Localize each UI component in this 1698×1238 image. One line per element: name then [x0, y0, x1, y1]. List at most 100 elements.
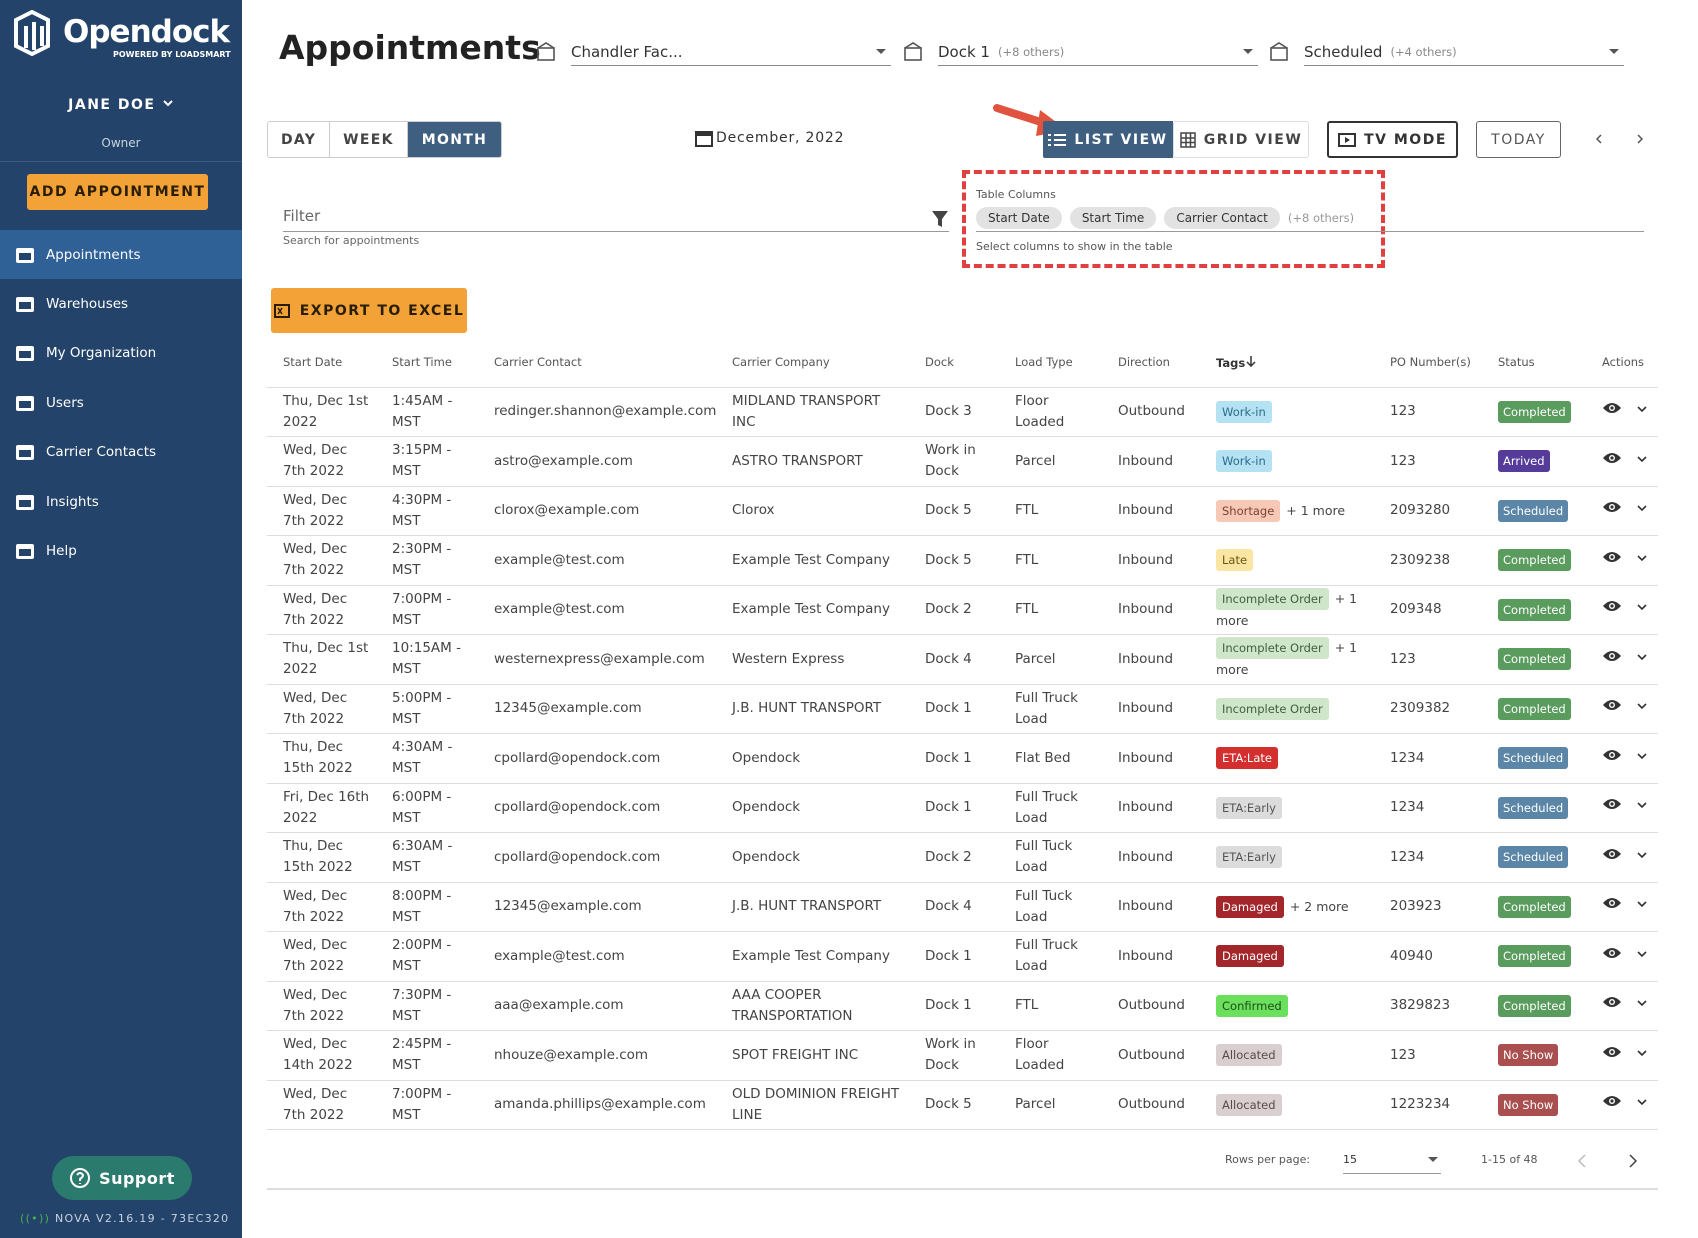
- table-row[interactable]: Thu, Dec 15th 2022 6:30AM - MST cpollard@o…: [267, 832, 1658, 883]
- cell: example@test.com: [478, 585, 716, 635]
- cell: Inbound: [1102, 634, 1200, 685]
- cell: 4:30PM - MST: [376, 486, 478, 536]
- cell: redinger.shannon@example.com: [478, 387, 716, 437]
- table-row[interactable]: Wed, Dec 7th 2022 2:00PM - MST example@tes…: [267, 931, 1658, 982]
- tag: Allocated: [1216, 1093, 1282, 1116]
- next-page[interactable]: [1626, 1153, 1640, 1169]
- cell: 7:00PM - MST: [376, 1080, 478, 1130]
- table-row[interactable]: Thu, Dec 15th 2022 4:30AM - MST cpollard@o…: [267, 733, 1658, 784]
- nav-item[interactable]: Help: [0, 526, 242, 575]
- tag: Shortage: [1216, 499, 1281, 522]
- table-row[interactable]: Wed, Dec 7th 2022 7:00PM - MST example@tes…: [267, 585, 1658, 635]
- filter-field[interactable]: Filter: [283, 206, 949, 232]
- cell: Western Express: [716, 634, 909, 685]
- table-row[interactable]: Wed, Dec 7th 2022 3:15PM - MST astro@examp…: [267, 436, 1658, 487]
- table-row[interactable]: Thu, Dec 1st 2022 1:45AM - MST redinger.sh…: [267, 387, 1658, 437]
- status: Scheduled: [1498, 747, 1569, 770]
- nav-item[interactable]: My Organization: [0, 329, 242, 378]
- prev-page[interactable]: [1575, 1153, 1589, 1169]
- tv-mode-button[interactable]: TV MODE: [1327, 121, 1458, 158]
- rows-per-page-value: 15: [1343, 1153, 1357, 1166]
- table-row[interactable]: Wed, Dec 7th 2022 7:00PM - MST amanda.phil…: [267, 1080, 1658, 1130]
- list-view-button[interactable]: LIST VIEW: [1043, 121, 1173, 158]
- add-appointment-button[interactable]: ADD APPOINTMENT: [27, 174, 208, 210]
- range-button[interactable]: DAY: [281, 131, 317, 148]
- cell: example@test.com: [478, 535, 716, 586]
- table-row[interactable]: Wed, Dec 7th 2022 8:00PM - MST 12345@examp…: [267, 882, 1658, 932]
- icon: [1637, 852, 1647, 858]
- po-number: 1234: [1374, 832, 1482, 883]
- column-header: Load Type: [999, 338, 1102, 388]
- tags-cell: Work-in: [1200, 436, 1374, 487]
- cell: Work in Dock: [909, 1030, 999, 1081]
- cell: Dock 5: [909, 1080, 999, 1130]
- columns-select[interactable]: Start Date Start Time Carrier Contact (+8 o…: [976, 204, 1644, 232]
- status-cell: Completed: [1482, 981, 1586, 1031]
- icon: [1637, 456, 1647, 462]
- table-body: Thu, Dec 1st 2022 1:45AM - MST redinger.sh…: [267, 387, 1658, 1130]
- table-row[interactable]: Wed, Dec 7th 2022 7:30PM - MST aaa@example…: [267, 981, 1658, 1031]
- icon: [16, 296, 34, 312]
- support-button[interactable]: Support: [52, 1156, 192, 1200]
- header-filter[interactable]: Chandler Fac...: [537, 38, 891, 66]
- next-month[interactable]: [1633, 132, 1647, 146]
- cell: aaa@example.com: [478, 981, 716, 1031]
- cell: Dock 1: [909, 684, 999, 734]
- cell: Inbound: [1102, 535, 1200, 586]
- actions-cell: [1586, 1030, 1658, 1081]
- cell: Full Truck Load: [999, 931, 1102, 982]
- icon: [1603, 551, 1621, 562]
- nav-item[interactable]: Warehouses: [0, 279, 242, 328]
- cell: cpollard@opendock.com: [478, 832, 716, 883]
- range-button[interactable]: MONTH: [406, 122, 502, 157]
- nav-item[interactable]: Carrier Contacts: [0, 428, 242, 477]
- cell: Dock 2: [909, 585, 999, 635]
- po-number: 2093280: [1374, 486, 1482, 536]
- table-row[interactable]: Thu, Dec 1st 2022 10:15AM - MST westernexp…: [267, 634, 1658, 685]
- header-filter[interactable]: Dock 1 (+8 others): [904, 38, 1258, 66]
- today-button[interactable]: TODAY: [1476, 121, 1561, 158]
- cell: Wed, Dec 7th 2022: [267, 436, 376, 487]
- column-header: Actions: [1586, 338, 1658, 388]
- cell: Inbound: [1102, 585, 1200, 635]
- filter-value: Dock 1: [938, 42, 990, 61]
- actions-cell: [1586, 733, 1658, 784]
- status: Completed: [1498, 945, 1571, 968]
- cell: Full Tuck Load: [999, 882, 1102, 932]
- column-header[interactable]: Tags: [1200, 338, 1374, 388]
- po-number: 2309382: [1374, 684, 1482, 734]
- date-text: December, 2022: [716, 130, 845, 146]
- table-row[interactable]: Wed, Dec 7th 2022 5:00PM - MST 12345@examp…: [267, 684, 1658, 734]
- status: Scheduled: [1498, 846, 1569, 869]
- icon: [1637, 654, 1647, 660]
- nav-item[interactable]: Appointments: [0, 230, 242, 279]
- user-name[interactable]: JANE DOE: [0, 97, 242, 113]
- column-header: Carrier Contact: [478, 338, 716, 388]
- nav-label: Help: [46, 542, 77, 559]
- header-filter[interactable]: Scheduled (+4 others): [1270, 38, 1624, 66]
- cell: Dock 5: [909, 486, 999, 536]
- table-row[interactable]: Wed, Dec 7th 2022 2:30PM - MST example@tes…: [267, 535, 1658, 586]
- po-number: 209348: [1374, 585, 1482, 635]
- tags-cell: Shortage + 1 more: [1200, 486, 1374, 536]
- nav-item[interactable]: Users: [0, 378, 242, 427]
- rows-per-page-select[interactable]: 15: [1343, 1146, 1441, 1174]
- cell: amanda.phillips@example.com: [478, 1080, 716, 1130]
- nav-item[interactable]: Insights: [0, 477, 242, 526]
- column-header: Status: [1482, 338, 1586, 388]
- actions-cell: [1586, 1080, 1658, 1130]
- tag: Confirmed: [1216, 994, 1288, 1017]
- export-button[interactable]: EXPORT TO EXCEL: [271, 288, 467, 333]
- prev-month[interactable]: [1592, 132, 1606, 146]
- filter-label: Filter: [283, 207, 321, 225]
- po-number: 1234: [1374, 733, 1482, 784]
- date-picker[interactable]: December, 2022: [694, 128, 844, 148]
- grid-view-button[interactable]: GRID VIEW: [1173, 121, 1309, 158]
- range-button[interactable]: WEEK: [329, 122, 407, 157]
- table-row[interactable]: Fri, Dec 16th 2022 6:00PM - MST cpollard@o…: [267, 783, 1658, 833]
- status: No Show: [1498, 1093, 1559, 1116]
- table-row[interactable]: Wed, Dec 7th 2022 4:30PM - MST clorox@exam…: [267, 486, 1658, 536]
- tag: Work-in: [1216, 450, 1272, 473]
- icon: [16, 494, 34, 510]
- table-row[interactable]: Wed, Dec 14th 2022 2:45PM - MST nhouze@exa…: [267, 1030, 1658, 1081]
